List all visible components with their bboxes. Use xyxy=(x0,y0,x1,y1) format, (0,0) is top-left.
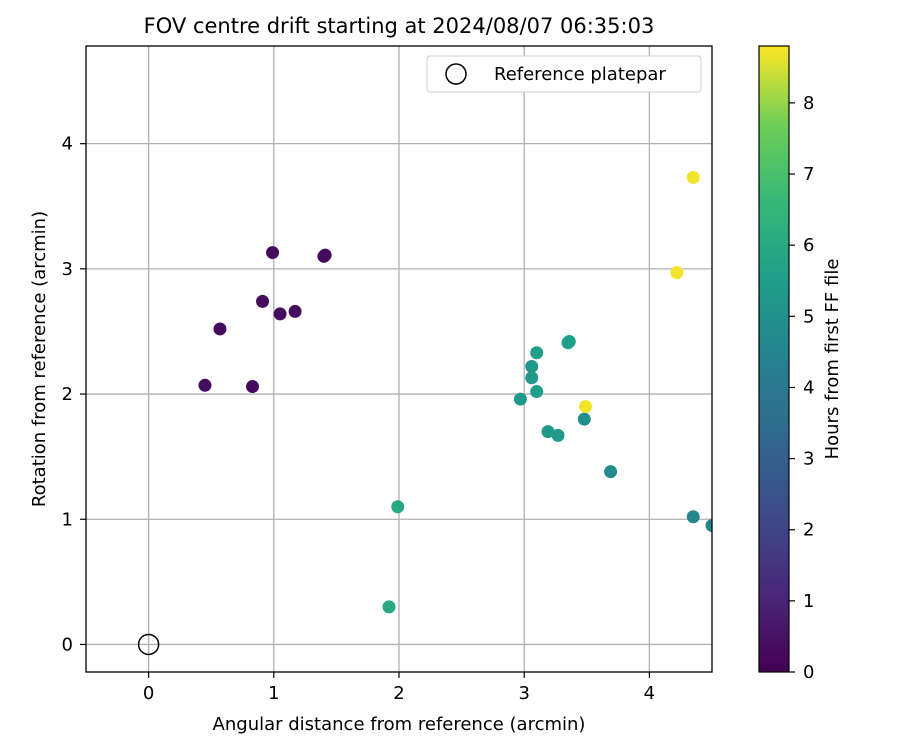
x-tick-label: 0 xyxy=(143,683,154,704)
y-axis-label: Rotation from reference (arcmin) xyxy=(29,211,50,507)
data-point xyxy=(198,378,212,392)
colorbar-tick-label: 2 xyxy=(803,520,814,541)
data-point xyxy=(525,371,539,385)
colorbar-tick-label: 4 xyxy=(803,377,814,398)
grid xyxy=(86,46,712,672)
y-tick-label: 0 xyxy=(62,634,73,655)
axis-ticks: 0 1 2 3 4 0 1 2 3 4 xyxy=(62,134,656,704)
legend-label: Reference platepar xyxy=(494,64,666,85)
y-tick-label: 3 xyxy=(62,259,73,280)
data-point xyxy=(382,600,396,614)
data-point xyxy=(266,246,280,260)
colorbar-ticks: 0 1 2 3 4 5 6 7 8 xyxy=(789,93,814,683)
data-point xyxy=(577,412,591,426)
chart-title: FOV centre drift starting at 2024/08/07 … xyxy=(144,14,655,38)
legend-box xyxy=(426,55,702,93)
data-point xyxy=(686,170,700,184)
colorbar-tick-label: 0 xyxy=(803,662,814,683)
data-point xyxy=(530,346,544,360)
data-point xyxy=(256,294,270,308)
data-point xyxy=(686,510,700,524)
data-point xyxy=(670,266,684,280)
data-point xyxy=(213,322,227,336)
data-point xyxy=(246,380,260,394)
data-point xyxy=(579,400,593,414)
data-point xyxy=(562,334,576,348)
colorbar-tick-label: 8 xyxy=(803,93,814,114)
data-point xyxy=(541,425,555,439)
colorbar: 0 1 2 3 4 5 6 7 8 Hours from first FF file xyxy=(758,45,843,683)
data-point xyxy=(525,360,539,374)
colorbar-gradient xyxy=(758,45,790,673)
data-point xyxy=(391,500,405,514)
legend-marker-reference xyxy=(445,63,467,85)
x-tick-label: 3 xyxy=(518,683,529,704)
data-point xyxy=(513,392,527,406)
y-tick-label: 2 xyxy=(62,384,73,405)
x-axis-label: Angular distance from reference (arcmin) xyxy=(213,714,586,735)
colorbar-tick-label: 1 xyxy=(803,591,814,612)
reference-point xyxy=(137,633,160,656)
data-point xyxy=(288,304,302,318)
data-points xyxy=(137,170,712,656)
colorbar-tick-label: 7 xyxy=(803,164,814,185)
colorbar-tick-label: 3 xyxy=(803,449,814,470)
legend: Reference platepar xyxy=(426,55,702,93)
x-tick-label: 2 xyxy=(393,683,404,704)
data-point xyxy=(530,385,544,399)
data-point xyxy=(604,465,618,479)
data-point xyxy=(273,307,287,321)
data-point xyxy=(551,428,565,442)
colorbar-label: Hours from first FF file xyxy=(822,259,843,460)
data-point xyxy=(705,519,712,533)
colorbar-tick-label: 6 xyxy=(803,235,814,256)
y-tick-label: 1 xyxy=(62,509,73,530)
x-tick-label: 1 xyxy=(268,683,279,704)
x-tick-label: 4 xyxy=(644,683,655,704)
colorbar-tick-label: 5 xyxy=(803,306,814,327)
data-point xyxy=(318,248,332,262)
y-tick-label: 4 xyxy=(62,134,73,155)
